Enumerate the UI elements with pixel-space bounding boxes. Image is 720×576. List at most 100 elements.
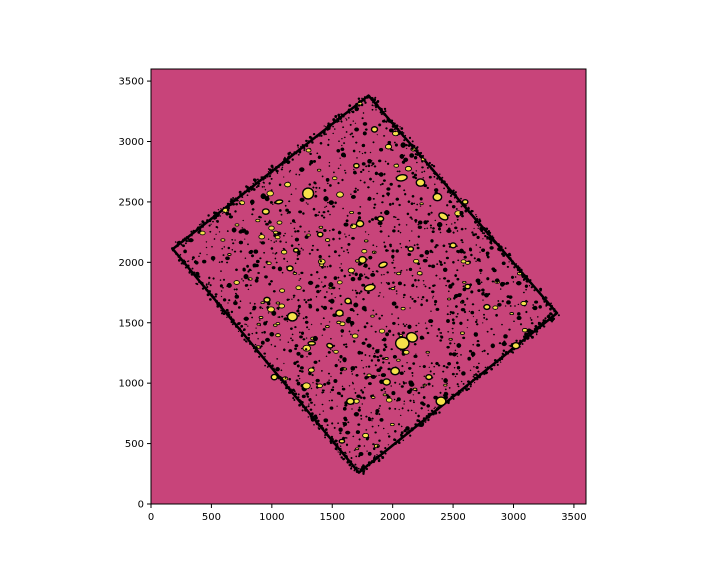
faint-source (339, 372, 343, 375)
faint-source-layer (182, 101, 553, 470)
faint-source (275, 301, 281, 305)
edge-speck (206, 219, 209, 222)
faint-source (219, 284, 223, 288)
faint-source (343, 142, 346, 144)
faint-source (403, 400, 405, 402)
edge-speck (190, 230, 193, 233)
faint-source (222, 298, 227, 302)
faint-source (431, 385, 434, 387)
faint-source (294, 237, 299, 242)
faint-source (386, 187, 391, 191)
edge-speck (206, 285, 209, 289)
faint-source (359, 179, 362, 182)
faint-source (476, 323, 479, 326)
faint-source (475, 366, 479, 369)
faint-source (234, 223, 240, 227)
edge-speck (344, 456, 346, 458)
faint-source (473, 227, 475, 230)
bright-source (353, 162, 360, 169)
edge-speck (227, 205, 230, 208)
x-tick-label: 2500 (440, 512, 465, 523)
edge-speck (343, 453, 346, 457)
faint-source (349, 308, 354, 312)
faint-source (364, 376, 368, 380)
faint-source (314, 213, 318, 217)
faint-source (373, 206, 376, 209)
faint-source (259, 241, 261, 243)
edge-speck (188, 270, 191, 273)
faint-source (312, 366, 315, 369)
faint-source (338, 427, 343, 432)
bright-source (483, 303, 491, 311)
faint-source (476, 340, 480, 343)
faint-source (454, 226, 458, 230)
faint-source (353, 302, 359, 308)
faint-source (316, 248, 319, 251)
faint-source (344, 169, 346, 172)
faint-source (406, 389, 412, 394)
faint-source (460, 308, 466, 312)
edge-speck (256, 351, 259, 354)
edge-speck (320, 134, 323, 137)
edge-speck (254, 346, 258, 350)
edge-speck (397, 129, 400, 132)
edge-speck (551, 314, 554, 316)
edge-speck (477, 227, 479, 229)
edge-speck (337, 451, 339, 453)
faint-source (456, 352, 459, 355)
faint-source (377, 173, 380, 175)
edge-speck (318, 133, 320, 136)
edge-speck (182, 241, 184, 243)
faint-source (337, 276, 340, 279)
edge-speck (557, 314, 560, 317)
faint-source (288, 200, 291, 203)
faint-source (361, 152, 364, 155)
edge-speck (535, 327, 538, 330)
edge-speck (499, 248, 502, 252)
edge-speck (297, 396, 300, 399)
faint-source (415, 170, 417, 172)
faint-source (251, 203, 253, 206)
edge-speck (332, 442, 335, 445)
faint-source (462, 336, 466, 340)
faint-source (470, 310, 475, 315)
edge-speck (311, 419, 315, 422)
faint-source (342, 367, 348, 371)
faint-source (398, 408, 400, 411)
edge-speck (476, 218, 479, 221)
faint-source (311, 249, 314, 251)
faint-source (485, 251, 490, 256)
edge-speck (191, 234, 193, 237)
faint-source (349, 210, 354, 215)
faint-source (340, 394, 344, 398)
edge-speck (373, 456, 376, 459)
edge-speck (457, 391, 461, 395)
faint-source (470, 290, 474, 294)
faint-source (400, 269, 403, 272)
faint-source (266, 261, 272, 265)
faint-source (295, 285, 302, 290)
edge-speck (363, 98, 365, 101)
edge-speck (313, 423, 315, 426)
edge-speck (198, 281, 200, 283)
faint-source (486, 352, 489, 355)
edge-speck (220, 312, 224, 315)
faint-source (391, 249, 395, 253)
faint-source (270, 280, 273, 283)
edge-speck (504, 252, 507, 255)
faint-source (371, 417, 374, 420)
faint-source (255, 327, 257, 329)
faint-source (516, 316, 522, 320)
faint-source (430, 211, 433, 214)
faint-source (397, 218, 400, 221)
faint-source (270, 247, 274, 250)
faint-source (261, 186, 264, 188)
faint-source (469, 369, 472, 371)
faint-source (199, 252, 202, 255)
edge-speck (334, 115, 338, 118)
edge-speck (537, 291, 541, 294)
edge-speck (212, 295, 215, 299)
faint-source (352, 273, 355, 275)
faint-source (267, 312, 270, 314)
faint-source (415, 353, 417, 355)
